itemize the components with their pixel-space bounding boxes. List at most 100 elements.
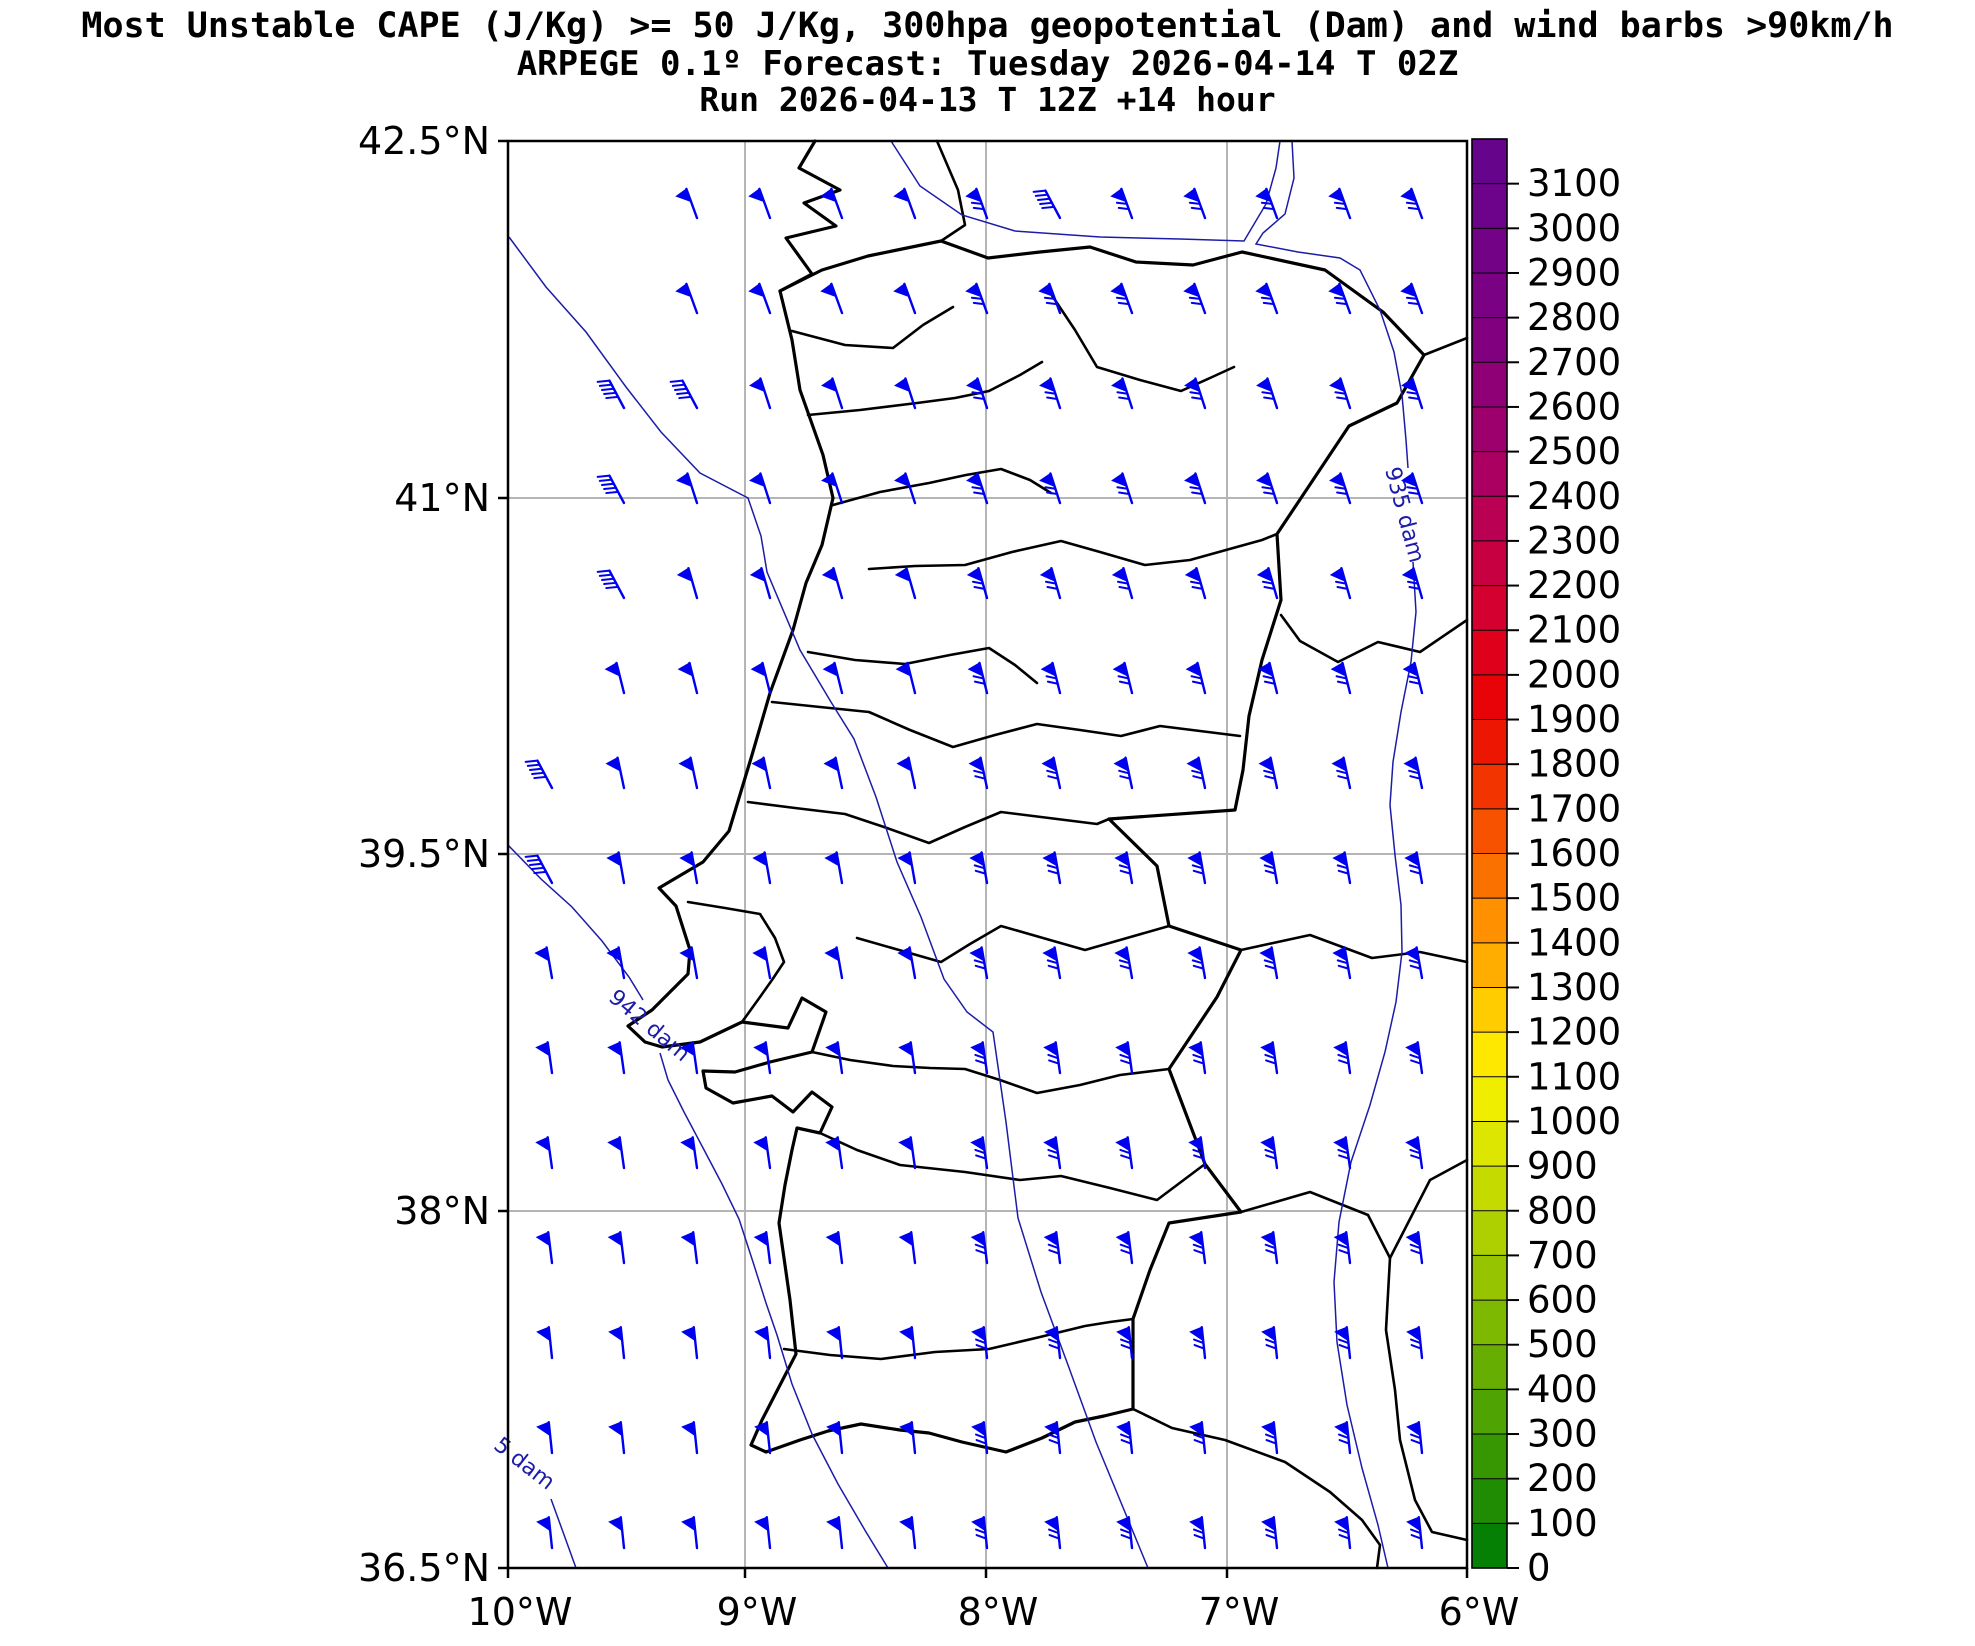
barb-line <box>1043 296 1056 300</box>
barb-line <box>973 491 986 495</box>
barb-line <box>974 1243 987 1250</box>
barb-pennant <box>822 662 839 677</box>
barb-line <box>1265 1534 1278 1540</box>
wind-barb <box>965 187 989 220</box>
wind-barb <box>752 851 772 885</box>
barb-pennant <box>680 1231 696 1247</box>
barb-line <box>598 383 613 387</box>
barb-pennant <box>1038 283 1055 298</box>
barb-pennant <box>753 1136 769 1152</box>
spain-boundary <box>1279 613 1469 664</box>
wind-barb <box>1184 377 1207 410</box>
barb-pennant <box>1042 851 1058 867</box>
wind-barb <box>596 474 626 505</box>
wind-barb <box>1259 946 1279 980</box>
barb-line <box>1335 206 1348 211</box>
district-boundary <box>790 305 955 350</box>
barb-line <box>1406 391 1419 395</box>
wind-barb <box>824 946 844 980</box>
colorbar-tick-label: 2100 <box>1527 609 1621 652</box>
barb-pennant <box>1334 1326 1349 1342</box>
barb-pennant <box>1115 1136 1131 1152</box>
wind-barb <box>822 661 844 695</box>
barb-pennant <box>1044 1516 1059 1532</box>
barb-line <box>1264 1053 1276 1060</box>
barb-pennant <box>826 1326 841 1342</box>
barb-pennant <box>969 851 985 867</box>
barb-line <box>669 379 684 383</box>
barb-line <box>1191 959 1204 965</box>
wind-barb <box>1111 377 1134 410</box>
gridlines <box>508 141 1467 1568</box>
barb-line <box>1191 864 1204 870</box>
axis-ticks <box>498 139 1469 1578</box>
barb-pennant <box>1261 1516 1276 1532</box>
colorbar-tick-label: 1000 <box>1527 1100 1621 1143</box>
wind-barb <box>1115 1136 1134 1170</box>
barb-pennant <box>1332 946 1348 962</box>
barb-pennant <box>536 1516 551 1532</box>
wind-barb <box>680 1231 699 1265</box>
wind-barb <box>749 567 772 600</box>
district-boundary <box>806 646 1039 685</box>
barb-pennant <box>1115 1041 1131 1057</box>
barb-pennant <box>749 377 766 393</box>
colorbar-segment <box>1472 228 1507 274</box>
wind-barb <box>596 569 626 600</box>
barb-line <box>676 391 690 396</box>
barb-line <box>1189 580 1202 585</box>
barb-line <box>1410 1338 1422 1345</box>
barb-line <box>1337 1053 1349 1060</box>
barb-pennant <box>675 283 692 298</box>
barb-pennant <box>970 1041 986 1057</box>
barb-line <box>1262 675 1275 680</box>
contour-label: 942 dam <box>603 985 694 1067</box>
barb-line <box>1048 1433 1060 1440</box>
barb-line <box>1338 1528 1350 1535</box>
barb-pennant <box>753 1231 769 1247</box>
wind-barb <box>1184 472 1207 505</box>
lat-tick-label: 38°N <box>394 1189 490 1233</box>
wind-barb <box>824 851 844 885</box>
barb-line <box>1120 1439 1133 1445</box>
barb-line <box>1048 1154 1060 1160</box>
wind-barb <box>1332 851 1352 885</box>
barb-line <box>1263 491 1276 495</box>
barb-line <box>1334 486 1347 490</box>
wind-barb <box>679 851 699 885</box>
barb-pennant <box>1401 472 1418 488</box>
wind-barb <box>608 1420 626 1455</box>
barb-line <box>1337 775 1350 780</box>
barb-line <box>603 581 617 586</box>
barb-pennant <box>1256 472 1273 488</box>
barb-line <box>605 395 620 400</box>
barb-pennant <box>1188 1041 1204 1057</box>
wind-barb <box>970 1136 989 1170</box>
barb-line <box>1407 301 1420 306</box>
barb-line <box>1192 1243 1205 1250</box>
barb-line <box>975 1344 988 1350</box>
barb-line <box>1117 206 1130 211</box>
wind-barb <box>751 756 772 790</box>
barb-line <box>1047 775 1060 780</box>
barb-pennant <box>965 283 982 298</box>
colorbar-segment <box>1472 451 1507 497</box>
wind-barb <box>1042 946 1062 980</box>
colorbar-tick-label: 2500 <box>1527 430 1621 473</box>
district-boundary <box>1047 289 1236 393</box>
wind-barb <box>1406 1420 1424 1455</box>
wind-barb <box>1184 567 1207 600</box>
geopotential-contour <box>550 1498 577 1569</box>
colorbar-tick-label: 900 <box>1527 1145 1598 1188</box>
wind-barb <box>1328 282 1352 315</box>
barb-line <box>1408 680 1421 685</box>
barb-pennant <box>1187 946 1203 962</box>
barb-line <box>975 1534 988 1540</box>
colorbar-tick-label: 600 <box>1527 1279 1598 1322</box>
barb-pennant <box>1331 756 1348 772</box>
barb-line <box>1261 391 1274 395</box>
barb-pennant <box>1187 851 1203 867</box>
barb-pennant <box>968 756 985 772</box>
barb-line <box>1410 1154 1422 1160</box>
barb-pennant <box>825 1136 841 1152</box>
